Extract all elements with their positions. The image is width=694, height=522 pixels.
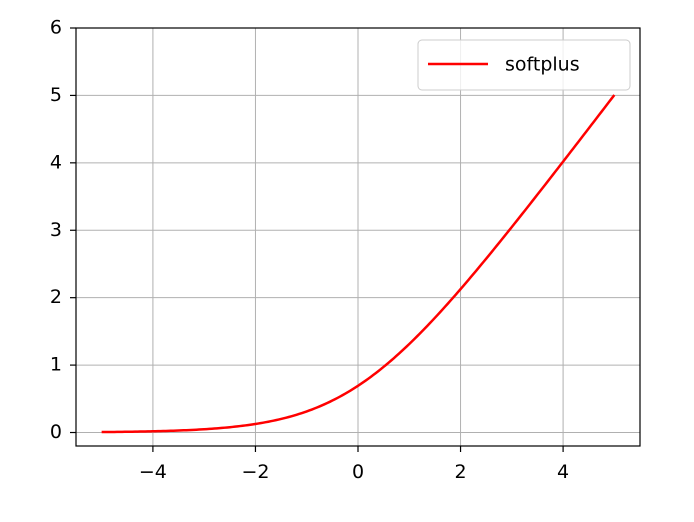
x-tick-label: 4 — [557, 461, 569, 483]
y-tick-label: 2 — [50, 286, 62, 308]
y-tick-label: 6 — [50, 17, 62, 39]
legend-box — [417, 39, 631, 91]
y-tick-label: 0 — [50, 421, 62, 443]
x-tick-label: −2 — [241, 461, 269, 483]
x-tick-label: 2 — [454, 461, 466, 483]
series-layer — [101, 94, 616, 434]
x-tick-label: −4 — [139, 461, 167, 483]
legend-label-softplus: softplus — [505, 54, 580, 76]
x-tick-label: 0 — [352, 461, 364, 483]
y-tick-label: 1 — [50, 354, 62, 376]
y-tick-label: 4 — [50, 151, 62, 173]
y-tick-label: 3 — [50, 219, 62, 241]
legend: softplus — [417, 39, 631, 91]
series-line-softplus — [101, 94, 616, 434]
ticks: −4 −2 0 2 4 0 1 2 3 4 5 6 — [50, 17, 569, 484]
grid — [76, 27, 640, 446]
y-tick-label: 5 — [50, 84, 62, 106]
